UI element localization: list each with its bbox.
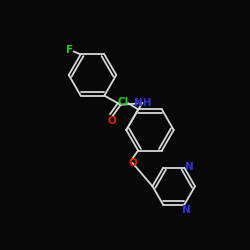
- Text: O: O: [128, 158, 137, 168]
- Text: F: F: [66, 46, 73, 56]
- Text: O: O: [108, 116, 116, 126]
- Text: N: N: [184, 162, 193, 172]
- Text: Cl: Cl: [118, 97, 129, 107]
- Text: NH: NH: [134, 98, 151, 108]
- Text: N: N: [182, 205, 191, 215]
